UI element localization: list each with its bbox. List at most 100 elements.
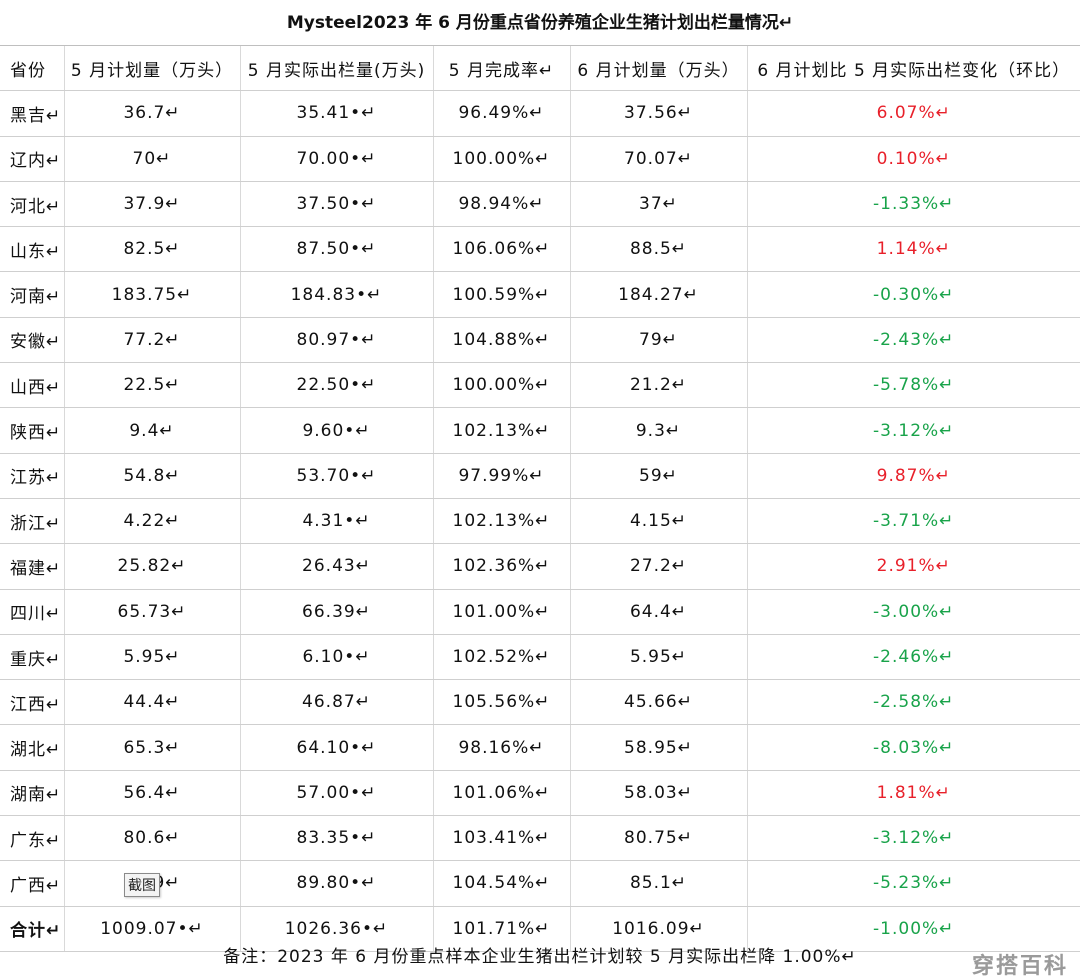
cell-june-plan: 21.2↵: [570, 362, 748, 409]
cell-june-plan: 9.3↵: [570, 407, 748, 454]
cell-province: 重庆↵: [0, 634, 65, 681]
header-row: 省份 5 月计划量（万头） 5 月实际出栏量(万头) 5 月完成率↵ 6 月计划…: [0, 46, 1080, 92]
cell-june-plan: 58.95↵: [570, 724, 748, 771]
cell-may-completion: 104.88%↵: [433, 317, 571, 364]
cell-province: 黑吉↵: [0, 90, 65, 137]
cell-mom-change: 9.87%↵: [747, 453, 1080, 499]
cell-mom-change: 6.07%↵: [747, 90, 1080, 137]
cell-may-completion: 102.13%↵: [433, 407, 571, 454]
cell-june-plan: 70.07↵: [570, 136, 748, 182]
cell-june-plan: 37↵: [570, 181, 748, 228]
cell-may-plan: 56.4↵: [64, 770, 241, 817]
hog-output-table: 省份 5 月计划量（万头） 5 月实际出栏量(万头) 5 月完成率↵ 6 月计划…: [0, 46, 1080, 952]
cell-province: 山东↵: [0, 226, 65, 273]
cell-may-actual: 37.50•↵: [240, 181, 434, 228]
cell-may-actual: 64.10•↵: [240, 724, 434, 771]
cell-mom-change: -8.03%↵: [747, 724, 1080, 771]
cell-june-plan: 1016.09↵: [570, 906, 748, 952]
cell-may-actual: 4.31•↵: [240, 498, 434, 545]
table-row: 广东↵ 80.6↵ 83.35•↵ 103.41%↵ 80.75↵ -3.12%↵: [0, 815, 1080, 862]
cell-june-plan: 58.03↵: [570, 770, 748, 817]
cell-mom-change: 1.14%↵: [747, 226, 1080, 273]
cell-may-actual: 9.60•↵: [240, 407, 434, 454]
cell-province: 浙江↵: [0, 498, 65, 545]
header-may-actual: 5 月实际出栏量(万头): [240, 46, 434, 92]
cell-may-completion: 98.16%↵: [433, 724, 571, 771]
screenshot-tooltip: 截图: [124, 873, 160, 897]
cell-may-completion: 102.36%↵: [433, 543, 571, 590]
cell-may-completion: 100.59%↵: [433, 271, 571, 318]
cell-may-actual: 35.41•↵: [240, 90, 434, 137]
table-row: 河北↵ 37.9↵ 37.50•↵ 98.94%↵ 37↵ -1.33%↵: [0, 181, 1080, 228]
cell-mom-change: -1.00%↵: [747, 906, 1080, 952]
cell-mom-change: -2.58%↵: [747, 679, 1080, 726]
cell-june-plan: 88.5↵: [570, 226, 748, 273]
cell-may-actual: 22.50•↵: [240, 362, 434, 409]
table-row: 山东↵ 82.5↵ 87.50•↵ 106.06%↵ 88.5↵ 1.14%↵: [0, 226, 1080, 273]
watermark-logo: 穿搭百科: [971, 954, 1068, 979]
header-province: 省份: [0, 46, 65, 92]
table-row: 浙江↵ 4.22↵ 4.31•↵ 102.13%↵ 4.15↵ -3.71%↵: [0, 498, 1080, 545]
cell-may-plan: 65.73↵: [64, 589, 241, 635]
cell-province: 广西↵: [0, 860, 65, 907]
cell-june-plan: 80.75↵: [570, 815, 748, 862]
table-row: 安徽↵ 77.2↵ 80.97•↵ 104.88%↵ 79↵ -2.43%↵: [0, 317, 1080, 364]
table-row: 山西↵ 22.5↵ 22.50•↵ 100.00%↵ 21.2↵ -5.78%↵: [0, 362, 1080, 409]
table-row: 重庆↵ 5.95↵ 6.10•↵ 102.52%↵ 5.95↵ -2.46%↵: [0, 634, 1080, 681]
cell-may-plan: 22.5↵: [64, 362, 241, 409]
cell-province: 辽内↵: [0, 136, 65, 182]
cell-province: 合计↵: [0, 906, 65, 952]
cell-may-actual: 70.00•↵: [240, 136, 434, 182]
cell-province: 安徽↵: [0, 317, 65, 364]
cell-province: 湖南↵: [0, 770, 65, 817]
cell-june-plan: 85.1↵: [570, 860, 748, 907]
cell-may-completion: 100.00%↵: [433, 362, 571, 409]
cell-province: 江苏↵: [0, 453, 65, 499]
cell-may-plan: 1009.07•↵: [64, 906, 241, 952]
cell-june-plan: 5.95↵: [570, 634, 748, 681]
cell-province: 福建↵: [0, 543, 65, 590]
table-row: 辽内↵ 70↵ 70.00•↵ 100.00%↵ 70.07↵ 0.10%↵: [0, 136, 1080, 182]
cell-province: 四川↵: [0, 589, 65, 635]
cell-may-completion: 103.41%↵: [433, 815, 571, 862]
cell-may-actual: 66.39↵: [240, 589, 434, 635]
cell-mom-change: 0.10%↵: [747, 136, 1080, 182]
cell-may-plan: 183.75↵: [64, 271, 241, 318]
cell-may-actual: 1026.36•↵: [240, 906, 434, 952]
cell-may-plan: 70↵: [64, 136, 241, 182]
cell-mom-change: 1.81%↵: [747, 770, 1080, 817]
table-row: 四川↵ 65.73↵ 66.39↵ 101.00%↵ 64.4↵ -3.00%↵: [0, 589, 1080, 635]
cell-may-actual: 89.80•↵: [240, 860, 434, 907]
cell-mom-change: -5.23%↵: [747, 860, 1080, 907]
cell-may-plan: 80.6↵: [64, 815, 241, 862]
cell-may-plan: 9.4↵: [64, 407, 241, 454]
cell-may-completion: 104.54%↵: [433, 860, 571, 907]
table-row: 湖北↵ 65.3↵ 64.10•↵ 98.16%↵ 58.95↵ -8.03%↵: [0, 724, 1080, 771]
header-june-plan: 6 月计划量（万头）: [570, 46, 748, 92]
cell-may-actual: 53.70•↵: [240, 453, 434, 499]
table-row: 黑吉↵ 36.7↵ 35.41•↵ 96.49%↵ 37.56↵ 6.07%↵: [0, 90, 1080, 137]
cell-may-completion: 102.13%↵: [433, 498, 571, 545]
cell-mom-change: -3.71%↵: [747, 498, 1080, 545]
cell-may-actual: 26.43↵: [240, 543, 434, 590]
cell-may-actual: 80.97•↵: [240, 317, 434, 364]
cell-may-plan: 4.22↵: [64, 498, 241, 545]
cell-mom-change: -3.12%↵: [747, 407, 1080, 454]
table-row: 河南↵ 183.75↵ 184.83•↵ 100.59%↵ 184.27↵ -0.30%↵: [0, 271, 1080, 318]
cell-province: 陕西↵: [0, 407, 65, 454]
cell-province: 江西↵: [0, 679, 65, 726]
cell-province: 山西↵: [0, 362, 65, 409]
cell-province: 湖北↵: [0, 724, 65, 771]
footnote: 备注：2023 年 6 月份重点样本企业生猪出栏计划较 5 月实际出栏降 1.0…: [223, 947, 857, 967]
cell-may-completion: 106.06%↵: [433, 226, 571, 273]
cell-mom-change: 2.91%↵: [747, 543, 1080, 590]
table-row: 福建↵ 25.82↵ 26.43↵ 102.36%↵ 27.2↵ 2.91%↵: [0, 543, 1080, 590]
cell-province: 河北↵: [0, 181, 65, 228]
cell-may-plan: 65.3↵: [64, 724, 241, 771]
table-row: 广西↵85.9↵89.80•↵104.54%↵85.1↵-5.23%↵: [0, 860, 1080, 907]
header-may-plan: 5 月计划量（万头）: [64, 46, 241, 92]
cell-june-plan: 184.27↵: [570, 271, 748, 318]
table-row: 湖南↵ 56.4↵ 57.00•↵ 101.06%↵ 58.03↵ 1.81%↵: [0, 770, 1080, 817]
cell-may-plan: 44.4↵: [64, 679, 241, 726]
cell-may-actual: 6.10•↵: [240, 634, 434, 681]
